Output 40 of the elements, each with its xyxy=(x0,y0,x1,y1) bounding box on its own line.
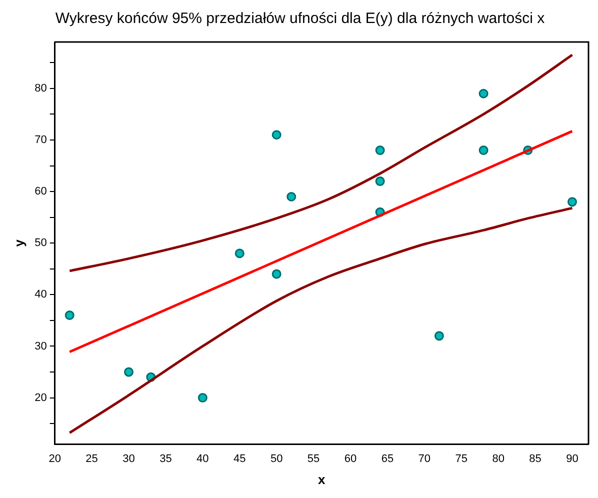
y-tick-label: 40 xyxy=(34,288,47,301)
point xyxy=(478,88,488,98)
y-tick-label: 60 xyxy=(34,186,47,198)
point xyxy=(478,146,488,156)
point xyxy=(567,197,577,207)
y-tick-label: 20 xyxy=(34,392,47,404)
x-tick-label: 65 xyxy=(381,452,394,465)
x-tick-label: 40 xyxy=(196,452,209,465)
x-tick-label: 30 xyxy=(122,452,135,465)
point xyxy=(286,192,296,202)
x-tick-label: 55 xyxy=(307,452,320,465)
point xyxy=(234,248,244,258)
point xyxy=(198,393,208,403)
x-tick-label: 85 xyxy=(529,452,542,465)
point xyxy=(272,269,282,279)
line-series xyxy=(68,206,574,434)
x-tick-label: 75 xyxy=(455,452,468,465)
x-tick-label: 45 xyxy=(233,452,246,465)
point xyxy=(64,310,74,320)
x-tick-label: 20 xyxy=(48,452,61,465)
y-tick-label: 70 xyxy=(34,134,47,146)
x-tick-label: 35 xyxy=(160,452,172,465)
x-tick-label: 80 xyxy=(492,452,504,465)
x-tick-label: 25 xyxy=(86,452,98,465)
y-tick-label: 80 xyxy=(34,82,47,94)
line-series xyxy=(68,54,574,272)
point xyxy=(375,146,385,156)
x-tick-label: 90 xyxy=(566,452,578,465)
y-tick-label: 30 xyxy=(34,340,47,352)
x-axis-title: x xyxy=(318,472,326,487)
point xyxy=(272,130,282,140)
y-tick-label: 50 xyxy=(34,237,47,250)
point xyxy=(375,176,385,186)
x-tick-label: 50 xyxy=(270,452,283,465)
x-tick-label: 60 xyxy=(344,452,357,465)
x-tick-label: 70 xyxy=(418,452,431,465)
chart-title: Wykresy końców 95% przedziałów ufności dla E(y) dla różnych wartości x xyxy=(55,10,546,28)
point xyxy=(434,331,444,341)
y-axis-title: y xyxy=(11,238,26,247)
point xyxy=(124,367,134,377)
